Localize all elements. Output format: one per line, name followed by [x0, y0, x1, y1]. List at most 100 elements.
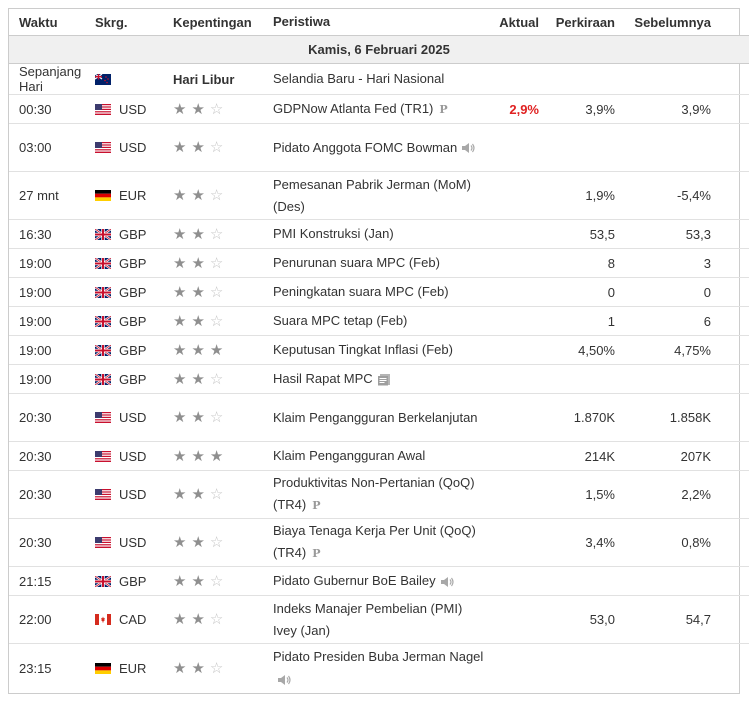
header-actual[interactable]: Aktual: [485, 9, 539, 36]
event-row[interactable]: 21:15 GBP ★ ★ ☆ Pidato Gubernur BoE Bailey: [9, 566, 749, 596]
event-row[interactable]: 19:00 GBP ★ ★ ☆ Peningkatan suara MPC (Feb) 0 0: [9, 277, 749, 307]
event-title[interactable]: Pemesanan Pabrik Jerman (MoM) (Des): [273, 176, 471, 214]
event-row[interactable]: 19:00 GBP ★ ★ ★ Keputusan Tingkat Inflasi (Fe…: [9, 335, 749, 365]
event-currency: USD: [95, 123, 173, 172]
event-name[interactable]: Klaim Pengangguran Awal: [273, 441, 485, 471]
event-importance: ★ ★ ☆: [173, 171, 273, 220]
event-title[interactable]: Penurunan suara MPC (Feb): [273, 255, 440, 270]
row-spacer: [711, 595, 749, 644]
event-name[interactable]: Klaim Pengangguran Berkelanjutan: [273, 393, 485, 442]
event-time-text: 19:00: [19, 371, 52, 387]
event-title[interactable]: Hasil Rapat MPC: [273, 371, 373, 386]
event-name[interactable]: Peningkatan suara MPC (Feb): [273, 277, 485, 307]
forecast-value: 1: [607, 313, 615, 329]
event-importance: ★ ★ ☆: [173, 470, 273, 519]
event-name[interactable]: Suara MPC tetap (Feb): [273, 306, 485, 336]
event-currency: EUR: [95, 644, 173, 693]
document-icon[interactable]: [377, 373, 391, 386]
event-name[interactable]: Pidato Gubernur BoE Bailey: [273, 566, 485, 596]
event-previous: [615, 63, 711, 95]
event-row[interactable]: 22:00 CAD ★ ★ ☆ Indeks Manajer Pembelian (PMI…: [9, 595, 749, 644]
event-time-text: 20:30: [19, 487, 52, 502]
speaker-icon[interactable]: [440, 576, 454, 588]
event-time: 20:30: [9, 441, 95, 471]
event-currency: [95, 63, 173, 95]
currency-code: USD: [119, 101, 147, 117]
event-row[interactable]: 27 mnt EUR ★ ★ ☆ Pemesanan Pabrik Jerman (MoM…: [9, 171, 749, 220]
currency-cell: USD: [95, 449, 173, 464]
event-row[interactable]: 19:00 GBP ★ ★ ☆ Penurunan suara MPC (Feb) 8 3: [9, 248, 749, 278]
header-event[interactable]: Peristiwa: [273, 9, 485, 36]
currency-cell: GBP: [95, 574, 173, 589]
event-title[interactable]: Peningkatan suara MPC (Feb): [273, 284, 449, 299]
event-title[interactable]: PMI Konstruksi (Jan): [273, 226, 394, 241]
header-time[interactable]: Waktu: [9, 9, 95, 36]
event-time-text: 03:00: [19, 140, 52, 155]
event-title[interactable]: Klaim Pengangguran Berkelanjutan: [273, 409, 478, 425]
header-currency[interactable]: Skrg.: [95, 9, 173, 36]
speaker-icon[interactable]: [277, 674, 291, 686]
event-title[interactable]: Selandia Baru - Hari Nasional: [273, 71, 445, 86]
header-forecast[interactable]: Perkiraan: [539, 9, 615, 36]
event-importance: ★ ★ ☆: [173, 566, 273, 596]
event-time: 27 mnt: [9, 171, 95, 220]
event-name[interactable]: Indeks Manajer Pembelian (PMI) Ivey (Jan…: [273, 595, 485, 644]
event-name[interactable]: Penurunan suara MPC (Feb): [273, 248, 485, 278]
currency-code: GBP: [119, 255, 147, 271]
event-forecast: [539, 644, 615, 693]
event-title[interactable]: Indeks Manajer Pembelian (PMI) Ivey (Jan…: [273, 600, 463, 638]
star-filled-icon: ★: [173, 447, 187, 465]
event-row[interactable]: 03:00 USD ★ ★ ☆ Pidato Anggota FOMC Bowman: [9, 123, 749, 172]
actual-value: 2,9%: [509, 101, 539, 117]
event-name[interactable]: Keputusan Tingkat Inflasi (Feb): [273, 335, 485, 365]
event-row[interactable]: 19:00 GBP ★ ★ ☆ Hasil Rapat MPC: [9, 364, 749, 394]
event-importance: ★ ★ ★: [173, 441, 273, 471]
event-importance: ★ ★ ★: [173, 335, 273, 365]
event-name[interactable]: Pidato Anggota FOMC Bowman: [273, 123, 485, 172]
event-name[interactable]: Produktivitas Non-Pertanian (QoQ) (TR4) P: [273, 470, 485, 519]
event-row[interactable]: 20:30 USD ★ ★ ☆ Produktivitas Non-Pertanian (…: [9, 470, 749, 519]
event-name[interactable]: Pidato Presiden Buba Jerman Nagel: [273, 644, 485, 693]
event-title[interactable]: Klaim Pengangguran Awal: [273, 448, 426, 463]
event-row[interactable]: 16:30 GBP ★ ★ ☆ PMI Konstruksi (Jan) 53,5 53,3: [9, 219, 749, 249]
event-row[interactable]: 19:00 GBP ★ ★ ☆ Suara MPC tetap (Feb) 1 6: [9, 306, 749, 336]
event-time-text: 16:30: [19, 226, 52, 242]
event-title[interactable]: Keputusan Tingkat Inflasi (Feb): [273, 342, 453, 357]
event-row[interactable]: 00:30 USD ★ ★ ☆ GDPNow Atlanta Fed (TR1) P 2,9%…: [9, 94, 749, 124]
star-filled-icon: ★: [191, 139, 205, 156]
event-row[interactable]: 20:30 USD ★ ★ ☆ Biaya Tenaga Kerja Per Unit (…: [9, 518, 749, 567]
event-actual: [485, 393, 539, 442]
star-filled-icon: ★: [173, 254, 187, 272]
star-empty-icon: ☆: [209, 139, 224, 156]
event-title[interactable]: Pidato Gubernur BoE Bailey: [273, 573, 436, 588]
event-row[interactable]: 20:30 USD ★ ★ ★ Klaim Pengangguran Awal 214K 20…: [9, 441, 749, 471]
event-name[interactable]: Biaya Tenaga Kerja Per Unit (QoQ) (TR4) P: [273, 518, 485, 567]
star-filled-icon: ★: [173, 370, 187, 388]
event-title[interactable]: Pidato Anggota FOMC Bowman: [273, 139, 458, 155]
currency-cell: GBP: [95, 314, 173, 329]
event-forecast: 1.870K: [539, 393, 615, 442]
event-actual: [485, 306, 539, 336]
event-importance: ★ ★ ☆: [173, 219, 273, 249]
currency-cell: CAD: [95, 612, 173, 627]
previous-value: 0: [703, 284, 711, 300]
event-title[interactable]: Suara MPC tetap (Feb): [273, 313, 408, 328]
event-title[interactable]: Produktivitas Non-Pertanian (QoQ) (TR4): [273, 475, 475, 512]
header-importance[interactable]: Kepentingan: [173, 9, 273, 36]
event-title[interactable]: GDPNow Atlanta Fed (TR1): [273, 100, 434, 116]
event-name[interactable]: Hasil Rapat MPC: [273, 364, 485, 394]
event-name[interactable]: PMI Konstruksi (Jan): [273, 219, 485, 249]
event-time: 00:30: [9, 94, 95, 124]
importance-stars: ★ ★ ☆: [173, 256, 223, 271]
event-row[interactable]: Sepanjang Hari Hari Libur Selandia Baru - …: [9, 63, 749, 95]
event-name[interactable]: Selandia Baru - Hari Nasional: [273, 63, 485, 95]
event-name[interactable]: Pemesanan Pabrik Jerman (MoM) (Des): [273, 171, 485, 220]
event-title[interactable]: Biaya Tenaga Kerja Per Unit (QoQ) (TR4): [273, 523, 476, 560]
header-previous[interactable]: Sebelumnya: [615, 9, 711, 36]
flag-us-icon: [95, 142, 111, 153]
event-title[interactable]: Pidato Presiden Buba Jerman Nagel: [273, 649, 484, 665]
event-row[interactable]: 23:15 EUR ★ ★ ☆ Pidato Presiden Buba Jerman N…: [9, 644, 749, 693]
speaker-icon[interactable]: [461, 142, 475, 154]
event-name[interactable]: GDPNow Atlanta Fed (TR1) P: [273, 94, 485, 124]
event-row[interactable]: 20:30 USD ★ ★ ☆ Klaim Pengangguran Berkelanju…: [9, 393, 749, 442]
